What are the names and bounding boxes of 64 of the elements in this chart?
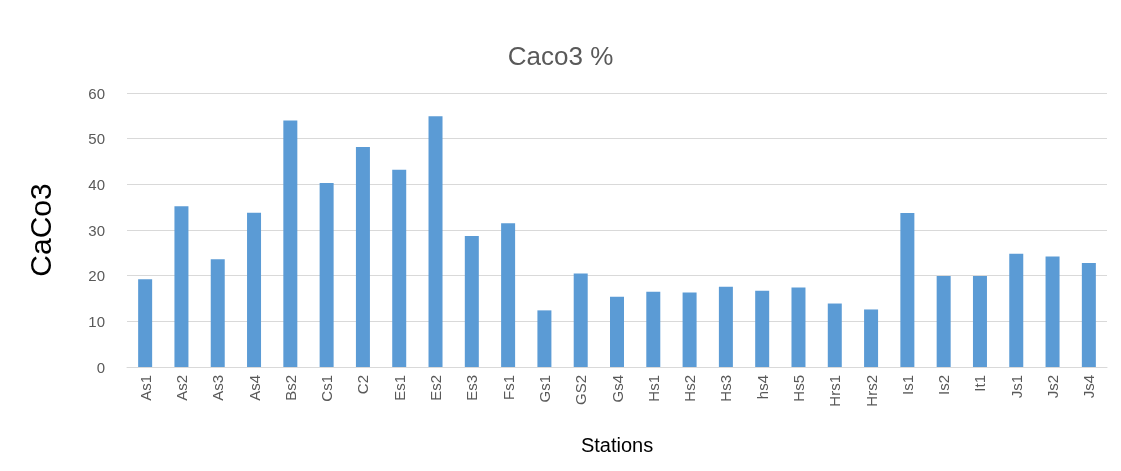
y-tick-label: 30 [88,221,105,239]
bar [138,279,153,367]
x-tick-label: Hs1 [644,375,662,402]
bar [501,223,516,367]
bar [392,169,407,367]
x-tick-label: Hrs1 [826,375,844,407]
bar [428,116,443,367]
bar [319,182,334,367]
bar [1045,256,1060,367]
x-tick-label: Hrs2 [862,375,880,407]
bar [755,290,770,367]
bar [972,276,987,367]
bar [791,287,806,367]
bar [718,286,733,367]
y-tick-label: 10 [88,312,105,330]
x-tick-label: Hs2 [681,375,699,402]
x-tick-label: Es3 [463,375,481,401]
x-tick-label: Es2 [427,375,445,401]
x-tick-label: Is1 [898,375,916,396]
x-tick-label: It1 [971,375,989,392]
bar [573,273,588,367]
y-tick-label: 60 [88,84,105,102]
y-tick-label: 20 [88,267,105,285]
x-tick-label: As2 [172,375,190,401]
x-tick-label: Hs3 [717,375,735,402]
x-tick-label: Js1 [1007,375,1025,399]
x-tick-label: Bs2 [281,375,299,401]
bar [1009,253,1024,367]
y-axis-title: CaCo3 [23,183,57,277]
bar [610,296,624,367]
bar [210,259,225,367]
bar [283,120,298,367]
y-tick-label: 50 [88,130,105,148]
bar [900,213,915,367]
bar [1081,262,1096,367]
x-tick-label: Is2 [935,375,953,396]
bar [682,292,697,367]
y-tick-label: 40 [88,175,105,193]
x-tick-label: Gs4 [608,375,626,403]
bar [355,146,370,367]
x-tick-label: Es1 [390,375,408,401]
x-tick-label: As3 [209,375,227,401]
bar [864,309,879,367]
bar [464,235,479,367]
bar [247,212,262,367]
bar [174,206,189,367]
x-tick-label: Hs5 [789,375,807,402]
bar [936,276,951,367]
x-tick-label: As4 [245,375,263,401]
y-tick-label: 0 [96,358,105,376]
x-tick-label: Js2 [1044,375,1062,399]
x-tick-label: Fs1 [499,375,517,401]
x-tick-label: hs4 [753,375,771,400]
x-tick-label: Js4 [1080,375,1098,399]
x-tick-label: Cs1 [318,375,336,402]
chart-title: Caco3 % [507,41,614,71]
bar [827,303,842,367]
x-tick-label: GS2 [572,375,590,406]
bar [537,310,552,367]
x-tick-label: As1 [136,375,154,401]
bar [646,291,661,367]
x-tick-label: Gs1 [535,375,553,403]
x-tick-label: C2 [354,375,372,395]
x-axis-title: Stations [580,434,654,456]
